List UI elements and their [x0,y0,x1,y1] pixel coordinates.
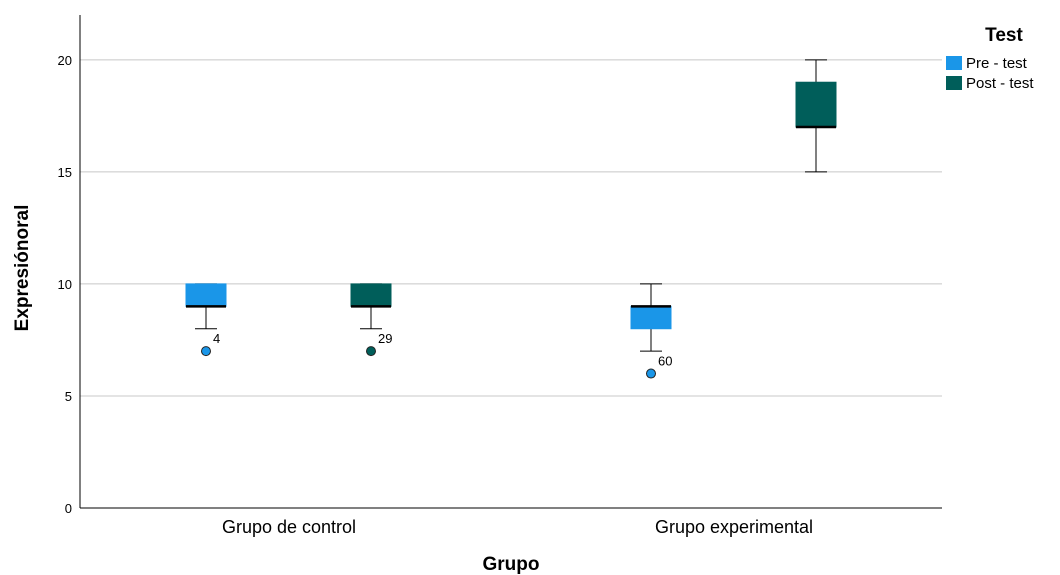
outlier-point [366,346,376,357]
box-0-1: 60 [630,283,672,379]
outlier-point [201,346,211,357]
outlier-label: 4 [213,331,220,346]
y-tick-label: 5 [65,389,72,404]
legend-title: Test [985,25,1023,46]
y-tick-labels: 0 5 10 15 20 [58,53,72,516]
x-axis-title: Grupo [483,554,540,575]
x-category-labels: Grupo de control Grupo experimental [222,517,813,537]
box-1-1 [795,59,837,173]
axes [79,15,942,509]
y-tick-label: 20 [58,53,72,68]
outlier-label: 60 [658,354,672,369]
legend: Test Pre - test Post - test [946,25,1034,92]
x-category-label: Grupo de control [222,517,356,537]
y-axis-title: Expresiónoral [12,205,33,332]
outlier-point [646,368,656,379]
legend-swatch [946,76,962,90]
boxes: 4 60 29 [185,59,837,379]
x-category-label: Grupo experimental [655,517,813,537]
legend-label: Pre - test [966,55,1028,72]
legend-label: Post - test [966,75,1034,92]
box-iqr [795,81,837,128]
y-tick-label: 15 [58,165,72,180]
box-1-0: 29 [350,283,392,357]
box-0-0: 4 [185,283,227,357]
box-iqr [350,283,392,307]
box-iqr [630,305,672,330]
outlier-label: 29 [378,331,392,346]
legend-swatch [946,56,962,70]
box-iqr [185,283,227,307]
y-tick-label: 0 [65,501,72,516]
y-tick-label: 10 [58,277,72,292]
